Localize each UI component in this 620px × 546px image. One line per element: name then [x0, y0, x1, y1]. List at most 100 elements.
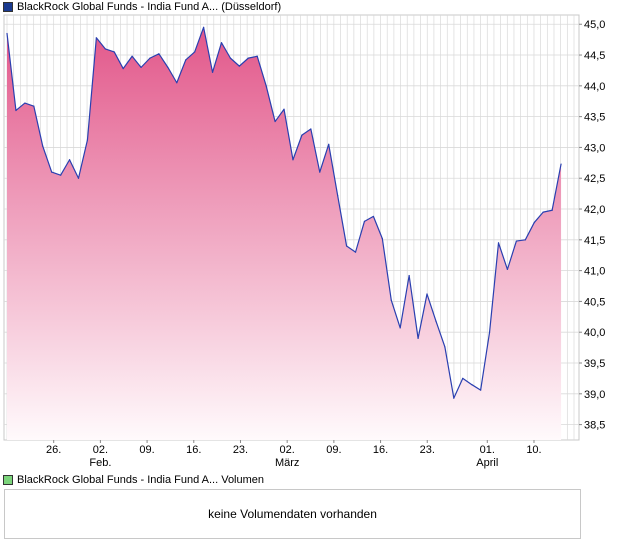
y-tick-label: 43,0 — [584, 142, 605, 154]
y-tick-label: 38,5 — [584, 420, 605, 432]
price-point — [24, 102, 26, 104]
y-axis: 38,5 39,0 39,5 40,0 40,5 41,0 41,5 42,0 42,5 43,0… — [579, 19, 605, 432]
price-legend: BlackRock Global Funds - India Fund A...… — [3, 0, 281, 14]
price-point — [176, 82, 178, 84]
y-tick-label: 40,0 — [584, 327, 605, 339]
price-point — [462, 377, 464, 380]
x-tick-label: 23. — [233, 444, 248, 456]
y-tick-label: 39,5 — [584, 358, 605, 370]
price-point — [122, 67, 124, 70]
y-tick-label: 43,5 — [584, 112, 605, 124]
price-point — [328, 143, 330, 145]
price-point — [390, 299, 392, 301]
price-point — [194, 51, 196, 53]
price-point — [354, 251, 357, 253]
price-point — [33, 105, 35, 107]
x-tick-label: 16. — [186, 444, 201, 456]
volume-legend-label: BlackRock Global Funds - India Fund A...… — [17, 474, 265, 486]
price-point — [301, 134, 303, 136]
price-point — [533, 221, 535, 224]
x-tick-label: 01. — [480, 444, 495, 456]
x-tick-label: 09. — [139, 444, 154, 456]
y-tick-label: 45,0 — [584, 19, 605, 31]
y-tick-label: 44,0 — [584, 81, 605, 93]
price-point — [515, 240, 517, 242]
x-tick-month-label: Feb. — [89, 457, 111, 469]
price-point — [426, 293, 428, 295]
x-tick-label: 02. — [93, 444, 108, 456]
price-point — [185, 59, 187, 61]
price-point — [238, 65, 240, 67]
price-point — [408, 274, 410, 277]
price-point — [15, 109, 17, 112]
price-chart: 38,5 39,0 39,5 40,0 40,5 41,0 41,5 42,0 42,5 43,0… — [3, 14, 605, 469]
price-point — [265, 85, 267, 87]
price-point — [399, 327, 401, 329]
y-tick-label: 40,5 — [584, 296, 605, 308]
price-point — [95, 37, 97, 39]
price-point — [497, 242, 500, 244]
price-point — [345, 245, 348, 247]
price-point — [42, 145, 44, 147]
price-point — [203, 26, 205, 28]
price-point — [167, 66, 169, 68]
price-point — [480, 389, 482, 391]
volume-panel: keine Volumendaten vorhanden — [4, 489, 581, 539]
price-legend-label: BlackRock Global Funds - India Fund A...… — [17, 1, 282, 13]
price-point — [6, 32, 8, 35]
x-tick-month-label: April — [476, 457, 498, 469]
price-point — [319, 171, 321, 173]
price-point — [113, 51, 115, 53]
y-tick-label: 41,0 — [584, 266, 605, 278]
volume-legend-swatch — [3, 475, 13, 485]
price-point — [292, 159, 294, 161]
price-point — [77, 177, 80, 179]
price-legend-swatch — [3, 2, 13, 12]
y-tick-label: 39,0 — [584, 389, 605, 401]
price-point — [524, 239, 526, 241]
price-point — [488, 331, 491, 333]
price-point — [256, 55, 258, 57]
price-point — [68, 159, 71, 161]
price-point — [229, 57, 232, 59]
price-point — [506, 268, 509, 270]
price-point — [551, 209, 553, 211]
price-point — [211, 71, 214, 73]
y-tick-label: 42,5 — [584, 173, 605, 185]
price-point — [149, 57, 151, 59]
price-point — [131, 55, 133, 57]
price-point — [158, 53, 160, 55]
price-point — [247, 57, 249, 59]
price-point — [220, 42, 223, 44]
price-point — [444, 346, 446, 348]
price-point — [453, 397, 455, 399]
y-tick-label: 44,5 — [584, 50, 605, 62]
price-point — [372, 215, 374, 218]
price-point — [283, 108, 285, 110]
price-point — [435, 320, 437, 322]
price-point — [381, 237, 383, 240]
price-point — [140, 66, 142, 68]
x-tick-label: 09. — [326, 444, 341, 456]
price-area-fill — [7, 27, 562, 440]
price-point — [337, 194, 339, 197]
price-point — [560, 163, 562, 165]
y-tick-label: 41,5 — [584, 235, 605, 247]
y-tick-label: 42,0 — [584, 204, 605, 216]
x-tick-label: 10. — [526, 444, 541, 456]
price-point — [60, 174, 62, 176]
price-point — [471, 383, 473, 386]
x-tick-label: 02. — [280, 444, 295, 456]
x-tick-label: 16. — [373, 444, 388, 456]
price-point — [104, 48, 106, 50]
x-tick-label: 26. — [46, 444, 61, 456]
price-point — [274, 120, 276, 123]
x-tick-month-label: März — [275, 457, 299, 469]
price-point — [417, 337, 419, 339]
price-point — [51, 171, 53, 173]
price-point — [86, 139, 89, 141]
price-point — [363, 220, 366, 222]
price-point — [310, 128, 312, 130]
x-tick-label: 23. — [420, 444, 435, 456]
